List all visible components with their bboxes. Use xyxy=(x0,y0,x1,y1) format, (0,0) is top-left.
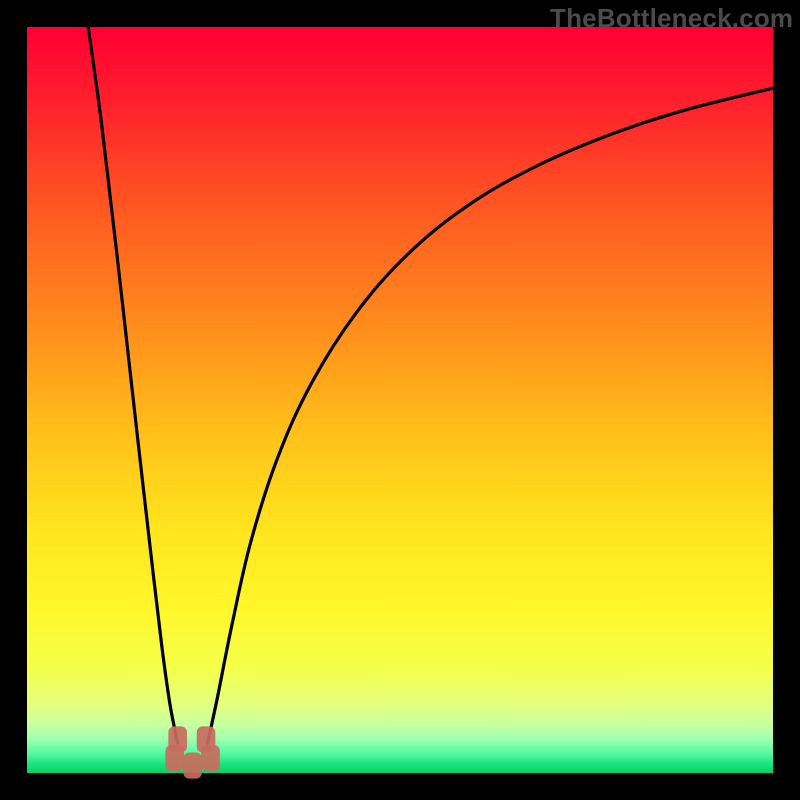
marker-blob xyxy=(201,745,220,771)
bottleneck-chart xyxy=(0,0,800,800)
marker-blob xyxy=(183,752,202,778)
marker-blob xyxy=(165,745,184,771)
plot-area xyxy=(27,27,773,773)
watermark-text: TheBottleneck.com xyxy=(550,3,793,34)
